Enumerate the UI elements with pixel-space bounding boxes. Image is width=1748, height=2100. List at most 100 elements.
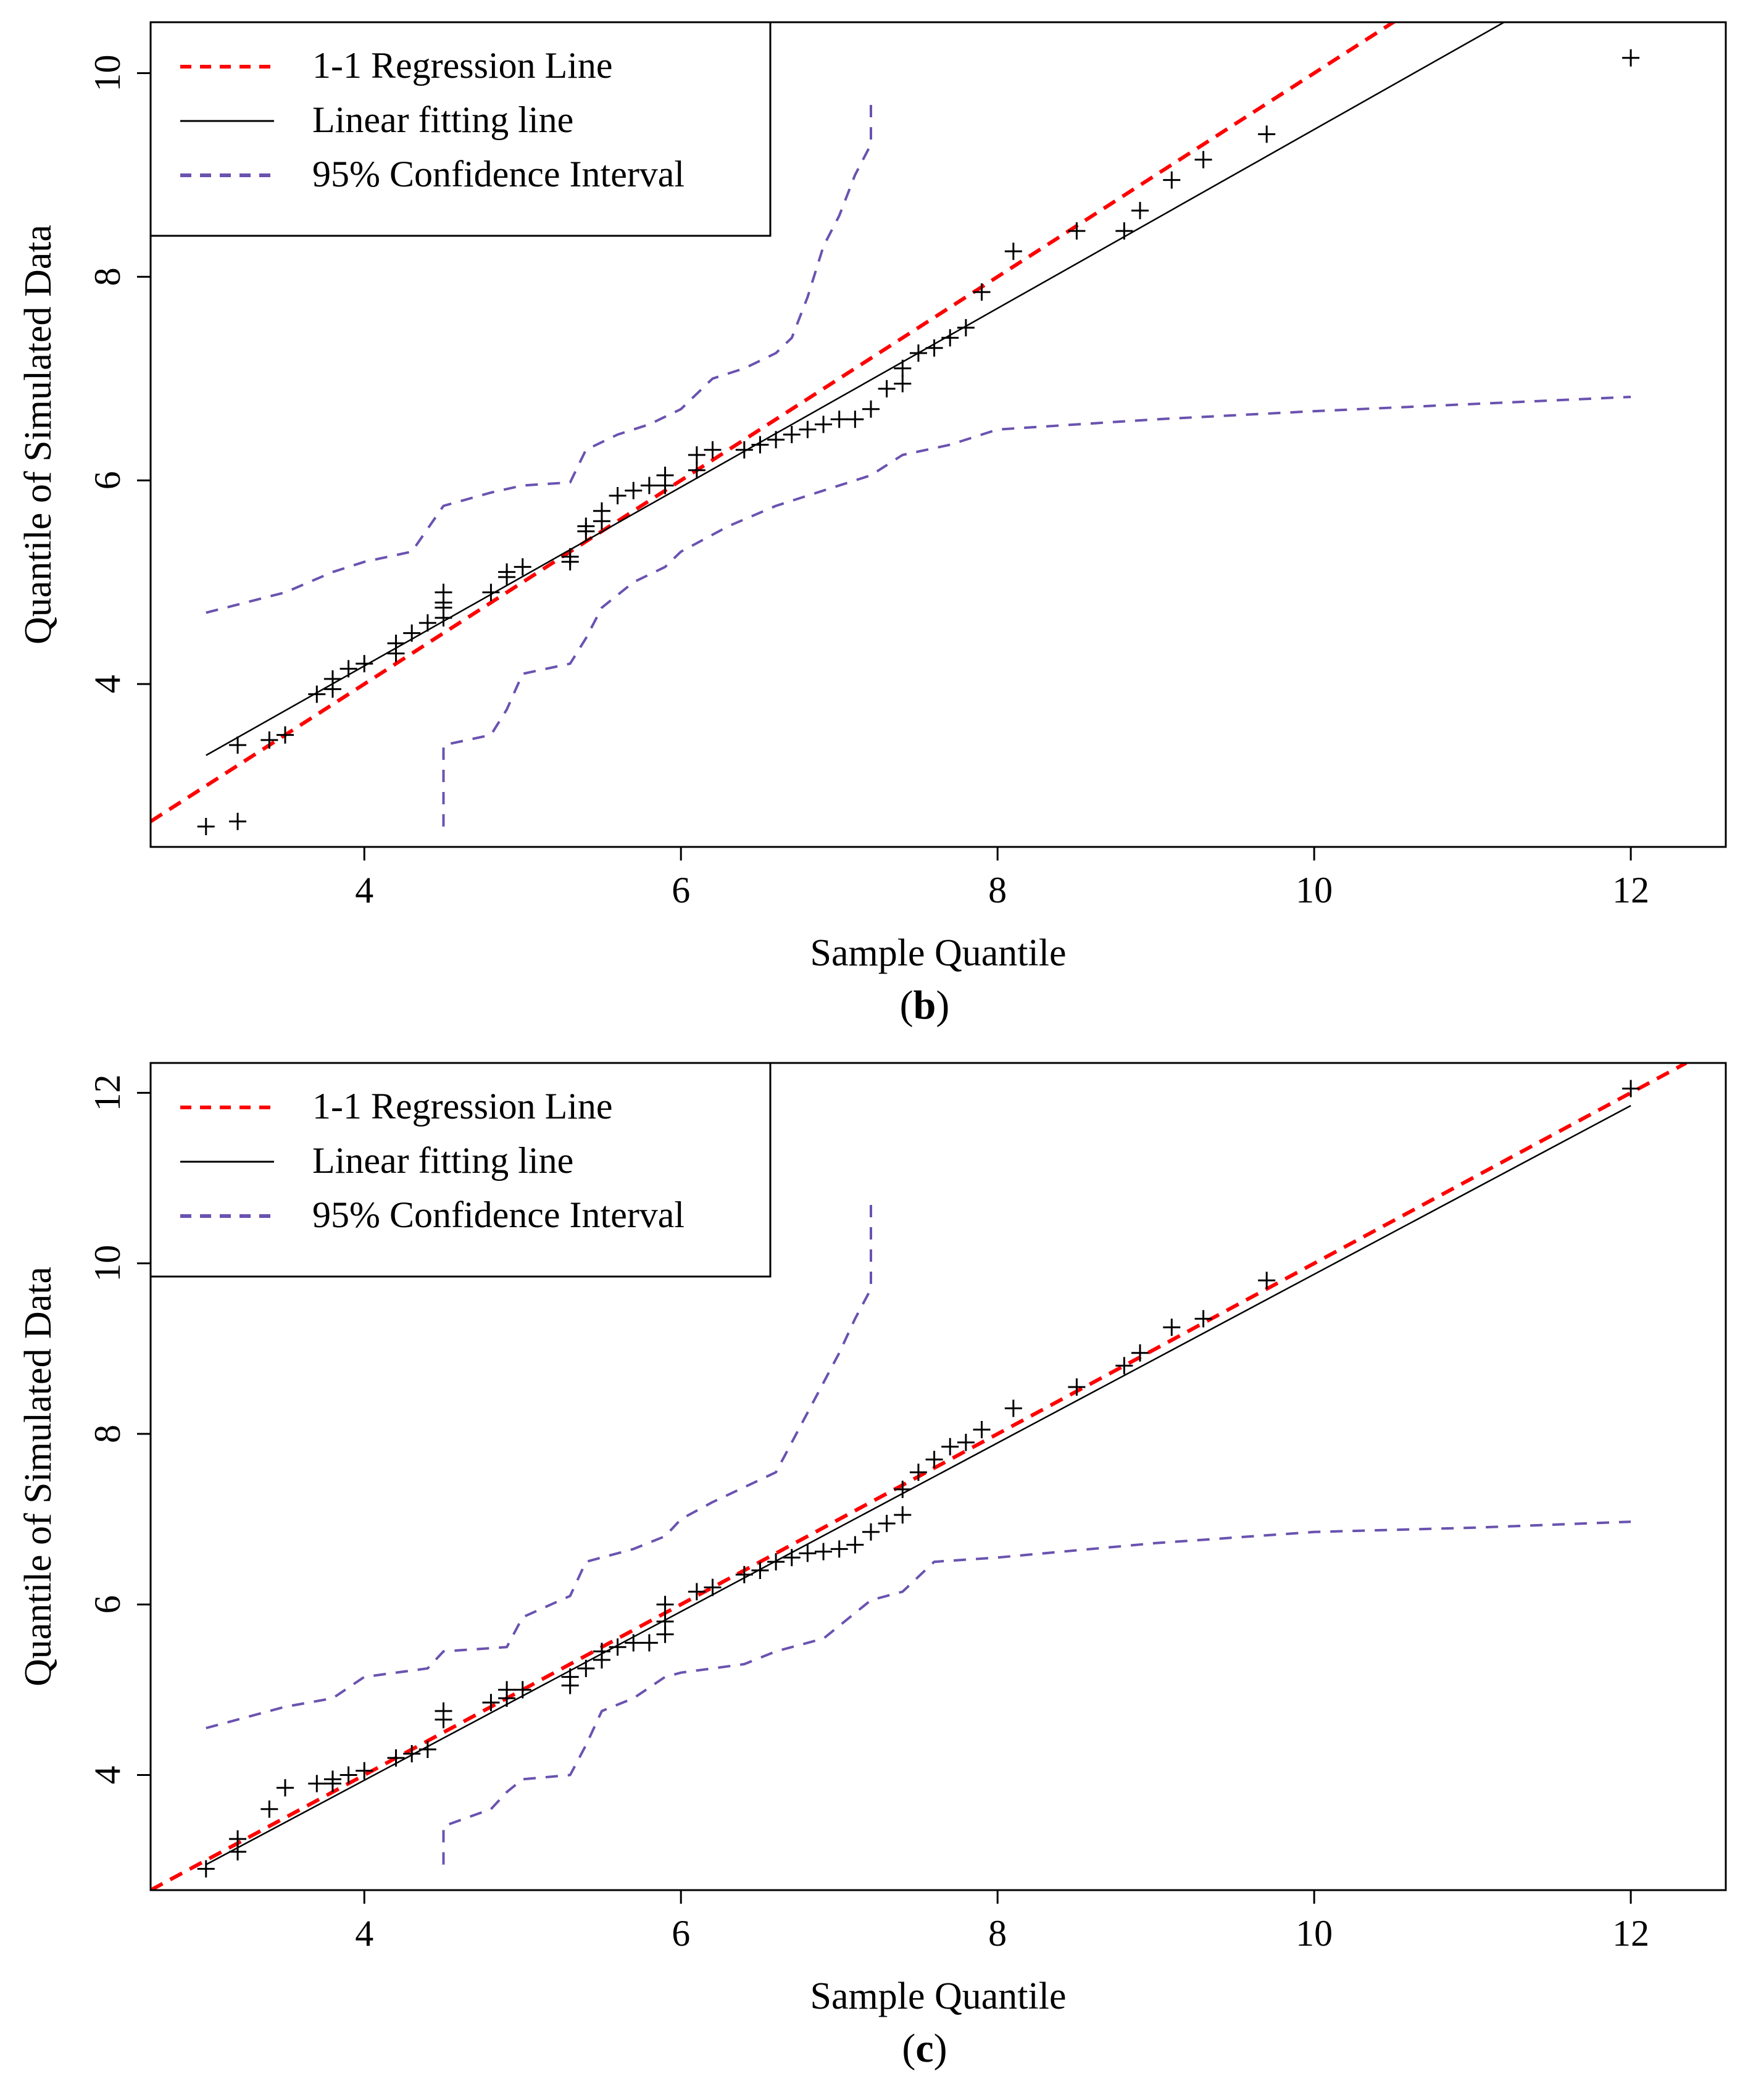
linear-fit-line <box>206 22 1505 756</box>
data-point-marker <box>688 446 705 464</box>
data-point-marker <box>356 1762 373 1780</box>
confidence-interval-lower <box>442 396 1631 827</box>
data-point-marker <box>925 1451 943 1469</box>
data-point-marker <box>387 635 405 652</box>
data-point-marker <box>957 1433 975 1451</box>
legend: 1-1 Regression Line Linear fitting line 95… <box>149 21 772 237</box>
data-point-marker <box>260 731 278 749</box>
legend-label: 1-1 Regression Line <box>312 1086 613 1127</box>
data-point-marker <box>846 410 864 428</box>
data-point-marker <box>704 441 722 459</box>
data-point-marker <box>561 548 579 565</box>
data-point-marker <box>482 1694 500 1712</box>
data-point-marker <box>1131 202 1149 220</box>
y-tick-label: 8 <box>87 267 128 286</box>
data-point-marker <box>435 583 452 601</box>
y-axis-label: Quantile of Simulated Data <box>17 1267 59 1686</box>
data-point-marker <box>260 1800 278 1818</box>
data-point-marker <box>862 400 880 418</box>
data-point-marker <box>735 1565 753 1583</box>
data-point-marker <box>339 1766 357 1784</box>
data-point-marker <box>815 1543 833 1560</box>
data-point-marker <box>894 1480 912 1498</box>
data-point-marker <box>767 431 785 449</box>
data-point-marker <box>1131 1344 1149 1362</box>
y-tick-label: 6 <box>87 471 128 490</box>
data-point-marker <box>909 1464 927 1481</box>
confidence-interval-upper <box>206 104 872 614</box>
data-point-marker <box>704 1578 722 1596</box>
y-tick-label: 8 <box>87 1425 128 1443</box>
data-point-marker <box>561 1668 579 1686</box>
data-point-marker <box>640 1634 658 1652</box>
legend-label: Linear fitting line <box>312 99 573 140</box>
legend-box <box>149 21 772 237</box>
data-point-marker <box>894 1506 912 1524</box>
data-point-marker <box>593 502 610 520</box>
data-point-marker <box>323 670 341 688</box>
data-point-marker <box>609 486 626 504</box>
data-point-marker <box>1622 1080 1640 1098</box>
data-point-marker <box>625 1634 643 1652</box>
data-point-marker <box>783 426 801 443</box>
y-tick-label: 10 <box>87 54 128 91</box>
data-point-marker <box>323 1770 341 1788</box>
plot-frame <box>149 21 1727 848</box>
data-point-marker <box>277 726 294 744</box>
data-point-marker <box>197 818 215 836</box>
chart-panel-c: 4 6 8 10 12 4 6 8 10 12 Sample Quantile Quantile of… <box>17 1062 1727 2071</box>
x-tick-label: 12 <box>1612 1913 1649 1954</box>
data-point-marker <box>941 329 959 347</box>
data-point-marker <box>894 375 912 393</box>
data-point-marker <box>925 339 943 357</box>
data-point-marker <box>751 1561 769 1579</box>
x-axis-label: Sample Quantile <box>810 932 1067 974</box>
data-point-marker <box>514 1681 531 1699</box>
data-point-marker <box>277 1779 294 1797</box>
x-tick-label: 10 <box>1296 1913 1333 1954</box>
data-point-marker <box>656 466 674 484</box>
data-point-marker <box>878 380 896 398</box>
data-point-marker <box>1004 243 1022 260</box>
chart-panel-b: 4 6 8 10 12 4 6 8 10 Sample Quantile Quantile of S… <box>17 21 1727 1028</box>
x-tick-label: 4 <box>355 870 373 910</box>
data-point-marker <box>418 1741 436 1759</box>
data-point-marker <box>1163 1319 1181 1336</box>
data-point-marker <box>815 415 833 433</box>
data-point-marker <box>482 583 500 601</box>
panel-caption: (c) <box>902 2026 947 2071</box>
y-tick-label: 12 <box>87 1074 128 1111</box>
data-point-marker <box>846 1536 864 1554</box>
data-point-marker <box>973 283 991 301</box>
data-point-marker <box>1258 1272 1276 1290</box>
data-point-marker <box>593 1643 610 1660</box>
x-tick-label: 4 <box>355 1913 373 1954</box>
y-tick-label: 4 <box>87 1766 128 1785</box>
data-point-marker <box>1115 222 1133 240</box>
data-point-marker <box>688 1583 705 1601</box>
data-point-marker <box>1004 1399 1022 1417</box>
data-point-marker <box>229 736 247 754</box>
data-point-marker <box>1068 1378 1086 1396</box>
legend-label: Linear fitting line <box>312 1140 573 1181</box>
y-tick-label: 4 <box>87 675 128 693</box>
y-axis-label: Quantile of Simulated Data <box>17 225 59 644</box>
plot-frame <box>149 1062 1727 1891</box>
data-point-marker <box>862 1523 880 1541</box>
data-point-marker <box>656 1612 674 1630</box>
data-point-marker <box>894 359 912 377</box>
data-point-marker <box>1163 171 1181 189</box>
data-point-marker <box>625 481 643 499</box>
plot-area <box>151 1063 1688 1890</box>
linear-fit-line <box>206 1104 1631 1865</box>
data-point-marker <box>387 1749 405 1767</box>
data-point-marker <box>577 1659 595 1677</box>
y-tick-label: 10 <box>87 1245 128 1282</box>
data-point-marker <box>197 1860 215 1878</box>
data-point-marker <box>640 477 658 494</box>
panel-caption: (b) <box>900 983 950 1028</box>
panel-letter: b <box>914 983 936 1028</box>
data-point-marker <box>830 410 848 428</box>
data-point-marker <box>514 558 531 576</box>
